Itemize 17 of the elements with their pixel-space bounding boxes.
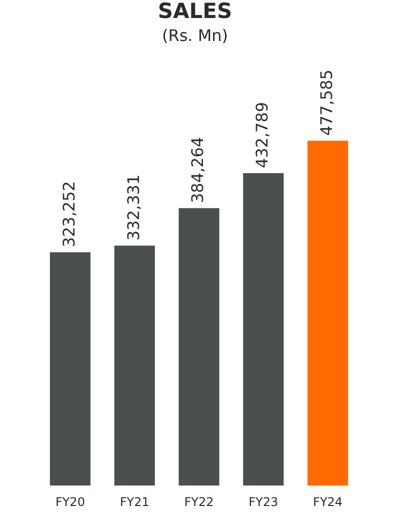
chart-title: SALES <box>158 0 232 24</box>
x-tick-label: FY20 <box>55 494 85 509</box>
bar <box>243 173 284 486</box>
data-label: 432,789 <box>252 102 272 168</box>
x-tick-label: FY24 <box>313 494 343 509</box>
x-tick-label: FY23 <box>248 494 278 509</box>
data-label: 384,264 <box>188 136 208 204</box>
bar <box>50 252 90 486</box>
bar <box>308 140 348 486</box>
data-label: 332,331 <box>124 174 143 241</box>
data-label: 477,585 <box>316 70 336 136</box>
bar <box>178 208 220 486</box>
bar <box>114 246 155 486</box>
x-tick-label: FY21 <box>120 494 150 509</box>
x-tick-label: FY22 <box>184 494 214 509</box>
chart-subtitle: (Rs. Mn) <box>162 26 228 45</box>
data-label: 323,252 <box>59 181 78 248</box>
